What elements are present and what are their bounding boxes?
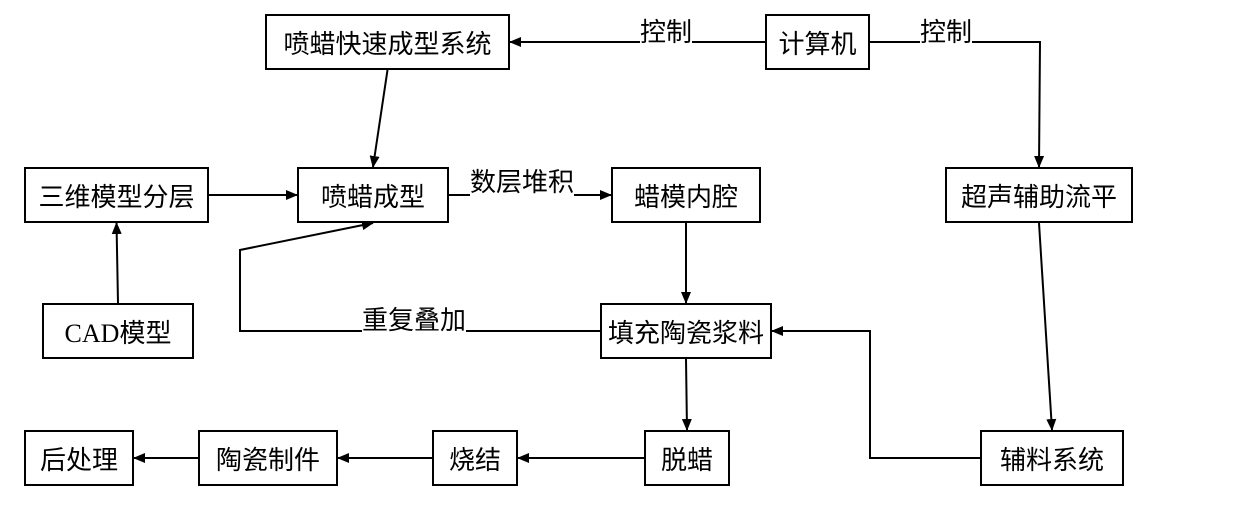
edge-label-ctrl1: 控制 — [640, 12, 692, 49]
edge-label-ctrl2: 控制 — [920, 12, 972, 49]
node-sinter: 烧结 — [432, 430, 518, 486]
node-ultrasonic: 超声辅助流平 — [945, 167, 1133, 223]
node-ceramic: 陶瓷制件 — [198, 430, 338, 486]
node-post: 后处理 — [24, 430, 134, 486]
edge-cad-layering — [117, 223, 119, 303]
edge-ultrasonic-aux — [1039, 223, 1052, 430]
edge-label-overlay: 重复叠加 — [362, 300, 466, 337]
flowchart-stage: { "canvas": { "w": 1240, "h": 506 }, "st… — [0, 0, 1240, 506]
node-wax_system: 喷蜡快速成型系统 — [265, 14, 510, 70]
edge-computer-ultrasonic — [870, 42, 1040, 167]
edge-label-stack: 数层堆积 — [470, 162, 574, 199]
node-cavity: 蜡模内腔 — [611, 167, 761, 223]
edge-fill-dewax — [686, 359, 687, 430]
node-wax_molding: 喷蜡成型 — [297, 167, 449, 223]
edge-wax_system-wax_molding — [373, 70, 388, 167]
node-fill: 填充陶瓷浆料 — [600, 303, 772, 359]
node-layering: 三维模型分层 — [24, 167, 209, 223]
node-computer: 计算机 — [765, 14, 870, 70]
node-cad: CAD模型 — [42, 303, 194, 359]
edge-aux-fill — [772, 331, 980, 458]
node-dewax: 脱蜡 — [644, 430, 730, 486]
node-aux: 辅料系统 — [980, 430, 1124, 486]
